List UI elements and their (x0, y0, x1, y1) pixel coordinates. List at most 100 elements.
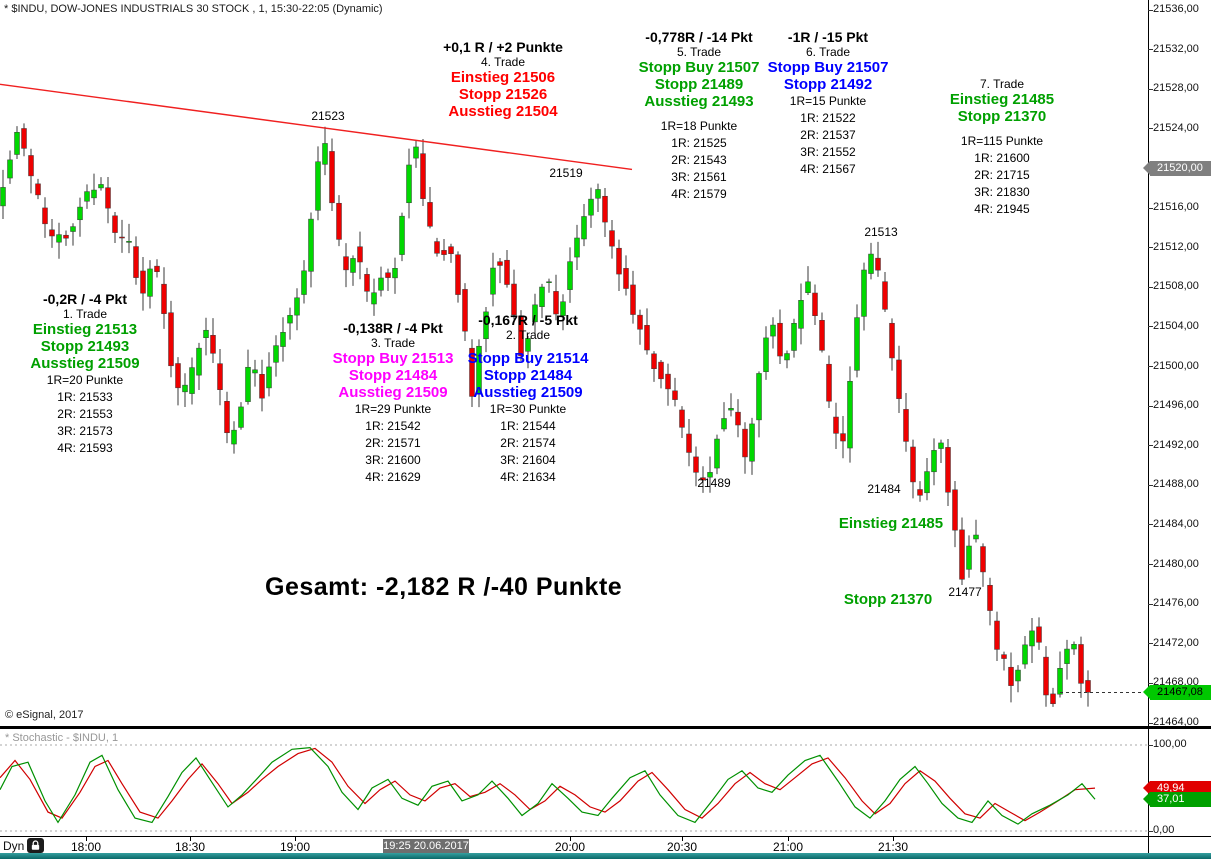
trade-text-line: -0,138R / -4 Pkt (343, 320, 443, 336)
trade-text-line: 4R: 21629 (365, 470, 421, 484)
price-tick-label: 21480,00 (1153, 557, 1199, 570)
trade-text-line: Stopp Buy 21514 (467, 350, 589, 367)
trade-text-line: Stopp Buy 21513 (332, 350, 454, 367)
trade-annotation-1: -0,2R / -4 Pkt 1. Trade Einstieg 21513 Stop… (30, 291, 139, 457)
time-tick-label: 18:30 (174, 840, 206, 854)
trade-text-line: Stopp Buy 21507 (767, 59, 889, 76)
time-tick (86, 837, 87, 841)
lock-icon[interactable] (27, 838, 44, 853)
price-tick-label: 21500,00 (1153, 359, 1199, 372)
time-tick-label: 20:00 (554, 840, 586, 854)
trade-level-label: Stopp 21370 (843, 591, 933, 608)
trade-text-line: 6. Trade (805, 45, 851, 59)
trade-text-line: 1R: 21522 (800, 111, 856, 125)
price-tick-label: 21472,00 (1153, 636, 1199, 649)
trade-text-line: Stopp 21493 (40, 338, 130, 355)
price-tick-label: 21484,00 (1153, 517, 1199, 530)
trade-text-line: 1R=29 Punkte (354, 402, 432, 416)
price-tick-label: 21516,00 (1153, 201, 1199, 214)
trade-annotation-4: +0,1 R / +2 Punkte 4. Trade Einstieg 21506… (443, 39, 563, 120)
trade-text-line: 7. Trade (979, 77, 1025, 91)
price-tick (1148, 564, 1153, 566)
trade-text-line: 2R: 21715 (974, 168, 1030, 182)
price-point-label: 21523 (311, 109, 345, 123)
time-tick-label: 21:00 (772, 840, 804, 854)
trade-text-line: 2R: 21543 (671, 153, 727, 167)
price-marker-tag: 21520,00 (1143, 160, 1211, 176)
trade-text-line: Stopp 21492 (783, 76, 873, 93)
copyright-text: © eSignal, 2017 (5, 709, 84, 721)
time-tick (190, 837, 191, 841)
trade-text-line: Stopp 21526 (458, 86, 548, 103)
pane-divider[interactable] (0, 726, 1211, 729)
price-point-label: 21513 (864, 225, 898, 239)
trade-annotation-7: 7. Trade Einstieg 21485 Stopp 21370 1R=115 … (950, 77, 1054, 218)
price-tick (1148, 445, 1153, 447)
stoch-tick-label: 0,00 (1153, 824, 1175, 836)
price-tick-label: 21504,00 (1153, 319, 1199, 332)
price-marker-tag: 21467,08 (1143, 685, 1211, 700)
trade-text-line: 1R: 21542 (365, 419, 421, 433)
trade-text-line: -1R / -15 Pkt (787, 29, 869, 45)
trade-text-line: Stopp Buy 21507 (638, 59, 760, 76)
trade-text-line: Stopp 21484 (483, 367, 573, 384)
stoch-tick (1148, 744, 1153, 746)
trade-text-line: -0,778R / -14 Pkt (645, 29, 753, 45)
trade-level-label: Einstieg 21485 (838, 515, 944, 532)
trade-text-line: Ausstieg 21509 (338, 384, 448, 401)
trade-annotation-6: -1R / -15 Pkt 6. Trade Stopp Buy 21507 Stop… (768, 29, 889, 178)
chart-title: * $INDU, DOW-JONES INDUSTRIALS 30 STOCK … (4, 3, 383, 15)
trade-text-line: 3R: 21830 (974, 185, 1030, 199)
trade-text-line: 1R: 21533 (57, 390, 113, 404)
price-tick-label: 21492,00 (1153, 438, 1199, 451)
dyn-mode-button[interactable]: Dyn (3, 839, 25, 853)
price-tick-label: 21528,00 (1153, 82, 1199, 95)
price-tick-label: 21508,00 (1153, 280, 1199, 293)
price-tick (1148, 643, 1153, 645)
price-point-label: 21519 (549, 166, 583, 180)
trade-text-line: Stopp 21484 (348, 367, 438, 384)
price-tick-label: 21532,00 (1153, 42, 1199, 55)
trade-text-line: 2R: 21571 (365, 436, 421, 450)
trade-text-line: Stopp 21489 (654, 76, 744, 93)
price-tick (1148, 9, 1153, 11)
price-tick-label: 21496,00 (1153, 399, 1199, 412)
trade-text-line: 3R: 21561 (671, 170, 727, 184)
price-tick-label: 21536,00 (1153, 3, 1199, 15)
trade-text-line: Stopp 21370 (957, 108, 1047, 125)
trade-text-line: 4R: 21945 (974, 202, 1030, 216)
trade-text-line: 3. Trade (370, 336, 416, 350)
time-tick (893, 837, 894, 841)
trade-annotation-3: -0,138R / -4 Pkt 3. Trade Stopp Buy 21513 S… (333, 320, 454, 486)
price-tick (1148, 484, 1153, 486)
trade-text-line: Ausstieg 21493 (644, 93, 754, 110)
price-tick-label: 21464,00 (1153, 716, 1199, 728)
price-axis-border (1148, 0, 1149, 853)
price-tick (1148, 88, 1153, 90)
time-tick (682, 837, 683, 841)
trade-text-line: 1R: 21525 (671, 136, 727, 150)
price-tick-label: 21512,00 (1153, 240, 1199, 253)
price-tick (1148, 247, 1153, 249)
price-tick (1148, 524, 1153, 526)
trade-text-line: 3R: 21604 (500, 453, 556, 467)
price-tick (1148, 207, 1153, 209)
time-tick (788, 837, 789, 841)
trade-text-line: 3R: 21552 (800, 145, 856, 159)
price-point-label: 21484 (867, 482, 901, 496)
stochastic-red-line (0, 747, 1096, 822)
trade-text-line: 1R: 21600 (974, 151, 1030, 165)
trade-text-line: 1R=20 Punkte (46, 373, 124, 387)
trade-text-line: 5. Trade (676, 45, 722, 59)
time-tick-label: 20:30 (666, 840, 698, 854)
trade-text-line: 2. Trade (505, 328, 551, 342)
time-tick-label: 19:00 (279, 840, 311, 854)
price-tick (1148, 405, 1153, 407)
trade-text-line: 4R: 21567 (800, 162, 856, 176)
price-point-label: 21477 (948, 585, 982, 599)
trade-text-line: 4. Trade (480, 55, 526, 69)
price-tick (1148, 326, 1153, 328)
trade-text-line: 1R: 21544 (500, 419, 556, 433)
current-time-badge: 19:25 20.06.2017 (383, 839, 469, 853)
